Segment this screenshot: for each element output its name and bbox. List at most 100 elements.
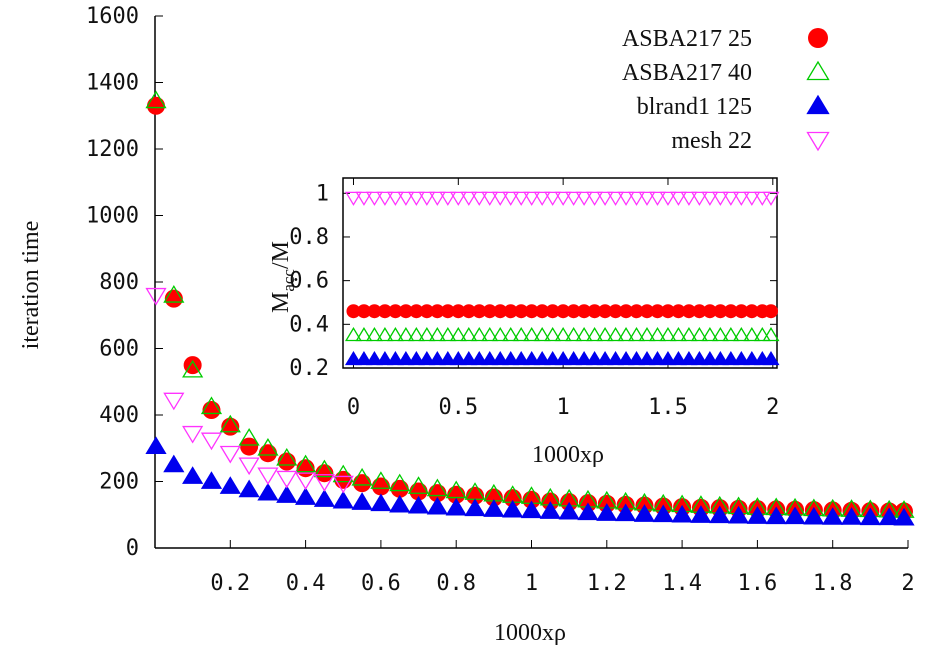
inset-data-point	[762, 191, 780, 206]
x-tick-label: 1.4	[662, 571, 702, 596]
inset-ylabel-main: M	[268, 292, 294, 313]
data-point	[219, 445, 241, 464]
inset-data-point	[743, 191, 761, 206]
data-point	[353, 474, 372, 493]
inset-data-point	[440, 304, 455, 319]
inset-data-point	[586, 326, 604, 342]
inset-data-point	[660, 304, 675, 319]
inset-data-point	[619, 304, 634, 319]
inset-data-point	[472, 304, 487, 319]
inset-data-point	[692, 304, 707, 319]
inset-data-point	[753, 326, 771, 342]
y-tick-label: 1000	[86, 204, 139, 229]
inset-data-point	[512, 191, 530, 206]
inset-data-point	[744, 304, 759, 319]
inset-data-point	[386, 351, 404, 366]
inset-data-point	[365, 191, 383, 206]
inset-data-point	[566, 304, 581, 319]
inset-series-blrand1-125	[344, 351, 780, 366]
inset-data-point	[439, 351, 457, 366]
inset-x-tick-label: 0.5	[438, 395, 478, 420]
data-point	[296, 459, 315, 478]
inset-data-point	[482, 304, 497, 319]
inset-data-point	[732, 326, 750, 342]
inset-data-point	[439, 326, 457, 342]
inset-data-point	[722, 351, 740, 366]
data-point	[371, 477, 390, 496]
inset-data-point	[681, 304, 696, 319]
series-mesh-22	[145, 287, 354, 494]
data-point	[200, 396, 223, 415]
data-point	[690, 505, 712, 523]
data-point	[276, 447, 298, 466]
inset-data-point	[346, 304, 361, 319]
data-point	[240, 437, 259, 456]
inset-data-point	[376, 326, 394, 342]
data-point	[145, 287, 167, 306]
inset-data-point	[669, 191, 687, 206]
inset-data-point	[659, 326, 677, 342]
inset-data-point	[669, 326, 687, 342]
data-point	[163, 454, 185, 473]
inset-data-point	[523, 326, 541, 342]
main-x-axis-label: 1000xρ	[494, 620, 566, 646]
data-point	[332, 490, 354, 509]
inset-data-point	[732, 351, 750, 366]
x-tick-label: 0.2	[210, 571, 250, 596]
data-point	[615, 503, 637, 522]
data-point	[445, 497, 467, 516]
data-point	[145, 90, 167, 109]
data-point	[295, 487, 317, 505]
inset-data-point	[723, 304, 738, 319]
inset-data-point	[638, 191, 656, 206]
data-point	[351, 492, 373, 510]
inset-data-point	[690, 351, 708, 366]
inset-data-point	[544, 326, 562, 342]
data-point	[558, 501, 580, 520]
data-point	[202, 401, 221, 420]
inset-data-point	[680, 191, 698, 206]
inset-data-point	[502, 351, 520, 366]
inset-data-point	[554, 326, 572, 342]
inset-data-point	[419, 304, 434, 319]
inset-data-point	[376, 351, 394, 366]
inset-data-point	[355, 326, 373, 342]
inset-data-point	[460, 326, 478, 342]
main-series-group	[145, 90, 915, 526]
inset-data-point	[344, 326, 362, 342]
legend-marker	[806, 131, 830, 152]
inset-data-point	[638, 351, 656, 366]
inset-data-point	[451, 304, 466, 319]
data-point	[727, 505, 750, 524]
data-point	[746, 506, 768, 524]
inset-data-point	[365, 326, 383, 342]
inset-data-point	[711, 326, 729, 342]
data-point	[428, 484, 447, 503]
inset-data-point	[556, 304, 571, 319]
data-point	[182, 425, 204, 444]
inset-data-point	[533, 191, 551, 206]
inset-data-point	[388, 304, 403, 319]
inset-data-point	[460, 191, 478, 206]
inset-data-point	[409, 304, 424, 319]
data-point	[389, 494, 411, 513]
inset-data-point	[386, 191, 404, 206]
data-point	[803, 506, 825, 525]
inset-data-point	[367, 304, 382, 319]
inset-data-point	[607, 191, 625, 206]
inset-data-point	[617, 326, 635, 342]
legend-label: blrand1 125	[637, 94, 752, 120]
inset-data-point	[628, 326, 646, 342]
data-point	[200, 471, 223, 489]
inset-data-point	[428, 351, 446, 366]
inset-data-point	[502, 191, 520, 206]
inset-data-point	[428, 191, 446, 206]
inset-data-point	[481, 191, 499, 206]
data-point	[257, 482, 279, 501]
data-point	[426, 478, 448, 497]
inset-x-tick-label: 0	[347, 395, 360, 420]
inset-data-point	[491, 326, 509, 342]
data-point	[200, 432, 223, 451]
x-tick-label: 2	[901, 571, 914, 596]
inset-data-point	[554, 351, 572, 366]
